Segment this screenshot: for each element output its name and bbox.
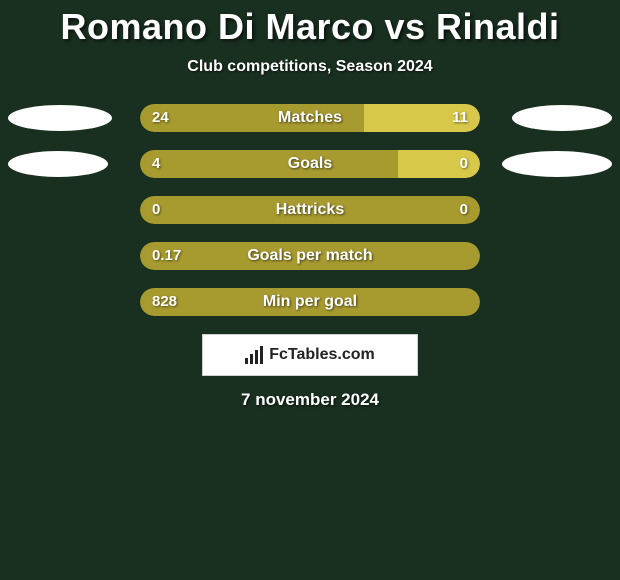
page-subtitle: Club competitions, Season 2024 <box>0 58 620 76</box>
left-ellipse <box>8 105 112 131</box>
stat-row: 0.17Goals per match <box>0 242 620 270</box>
page-title: Romano Di Marco vs Rinaldi <box>0 0 620 48</box>
right-ellipse <box>502 151 612 177</box>
badge-text: FcTables.com <box>269 346 375 364</box>
source-badge: FcTables.com <box>202 334 418 376</box>
stat-row: 2411Matches <box>0 104 620 132</box>
stat-row: 40Goals <box>0 150 620 178</box>
stats-container: 2411Matches 40Goals 00Hattricks 0.17Goals p… <box>0 104 620 316</box>
stat-label: Matches <box>140 104 480 132</box>
stat-row: 00Hattricks <box>0 196 620 224</box>
stat-label: Hattricks <box>140 196 480 224</box>
stat-row: 828Min per goal <box>0 288 620 316</box>
stat-label: Goals <box>140 150 480 178</box>
footer-date: 7 november 2024 <box>0 390 620 410</box>
right-ellipse <box>512 105 612 131</box>
stat-label: Goals per match <box>140 242 480 270</box>
bars-icon <box>245 346 263 364</box>
stat-label: Min per goal <box>140 288 480 316</box>
left-ellipse <box>8 151 108 177</box>
